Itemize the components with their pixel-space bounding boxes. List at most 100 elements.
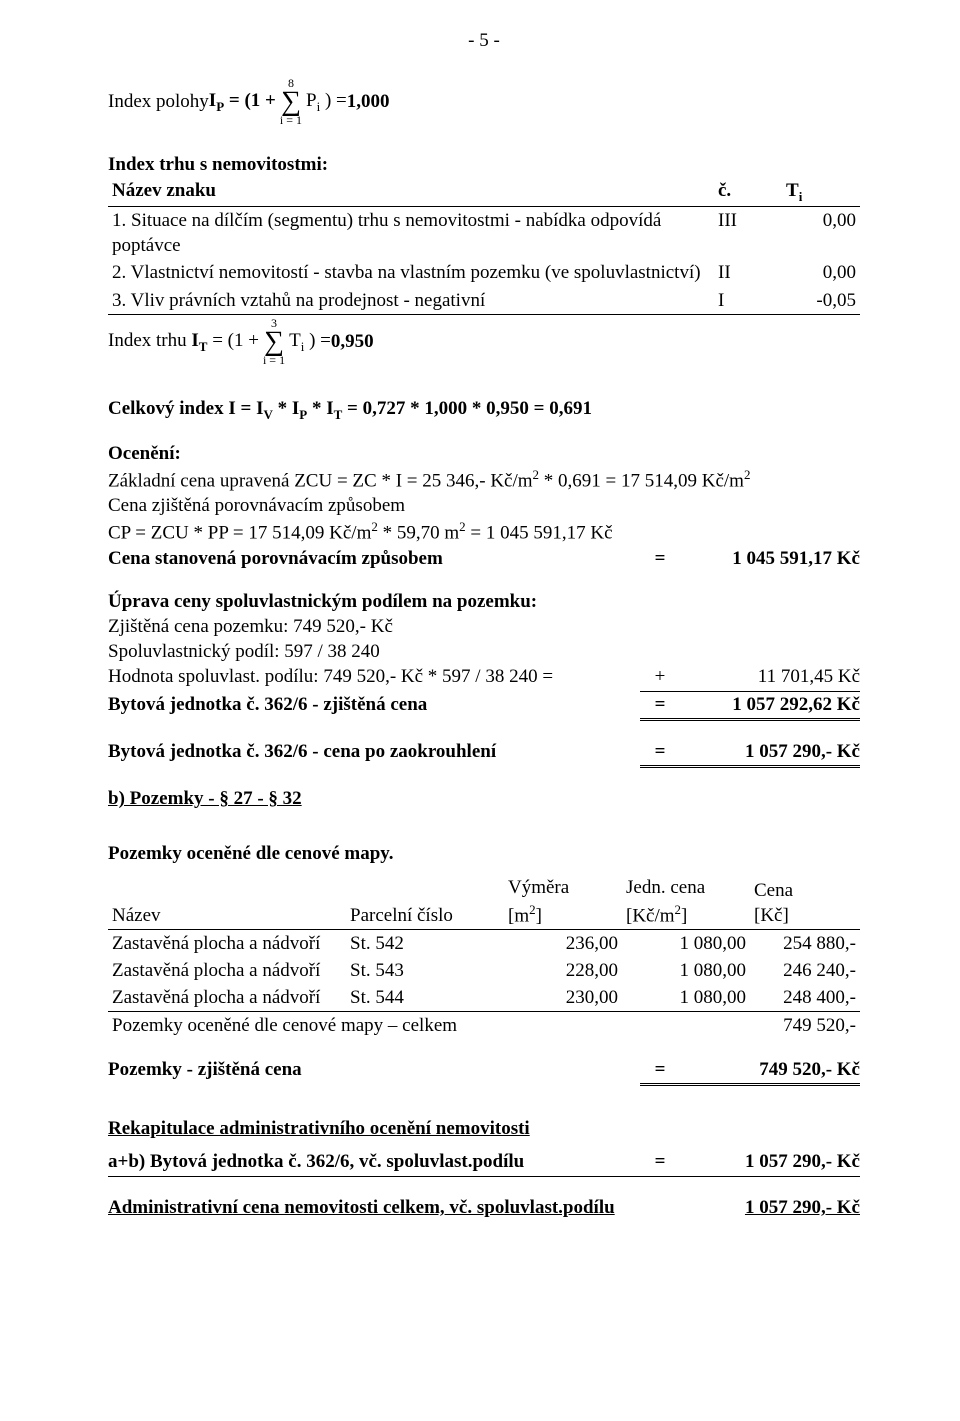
bytova-zjistena-value: 1 057 292,62 Kč bbox=[680, 692, 860, 721]
index-trhu-formula: Index trhu IT = (1 + 3 ∑ i = 1 Ti ) = 0,… bbox=[108, 317, 860, 366]
oceneni-title: Ocenění: bbox=[108, 441, 860, 466]
rekap-title: Rekapitulace administrativního ocenění n… bbox=[108, 1116, 860, 1141]
it-sum: 3 ∑ i = 1 bbox=[263, 317, 285, 366]
pozemky-cell-vym: 236,00 bbox=[504, 929, 622, 957]
bytova-zaokr-line: Bytová jednotka č. 362/6 - cena po zaokr… bbox=[108, 739, 860, 768]
pozemky-cell-jedn: 1 080,00 bbox=[622, 957, 750, 984]
trhu-header-row: Název znaku č. Ti bbox=[108, 177, 860, 206]
pozemky-h-jedn: Jedn. cena[Kč/m2] bbox=[622, 874, 750, 929]
pozemky-total-value: 749 520,- bbox=[750, 1012, 860, 1040]
pozemky-row: Zastavěná plocha a nádvoříSt. 543228,001… bbox=[108, 957, 860, 984]
bytova-zaokr-eq: = bbox=[640, 739, 680, 768]
pozemky-zjistena-eq: = bbox=[640, 1057, 680, 1086]
pozemky-cell-jedn: 1 080,00 bbox=[622, 984, 750, 1012]
pozemky-h-name: Název bbox=[108, 874, 346, 929]
trhu-cell-t: -0,05 bbox=[782, 287, 860, 315]
section-b-title: b) Pozemky - § 27 - § 32 bbox=[108, 786, 860, 811]
pozemky-h-cena: Cena[Kč] bbox=[750, 874, 860, 929]
hodnota-label: Hodnota spoluvlast. podílu: 749 520,- Kč… bbox=[108, 664, 640, 692]
pozemky-table: Název Parcelní číslo Výměra[m2] Jedn. ce… bbox=[108, 874, 860, 1039]
rekap-ab-line: a+b) Bytová jednotka č. 362/6, vč. spolu… bbox=[108, 1149, 860, 1177]
ip-after-sum: Pi ) = bbox=[306, 88, 347, 115]
trhu-row: 3. Vliv právních vztahů na prodejnost - … bbox=[108, 287, 860, 315]
uprava-title: Úprava ceny spoluvlastnickým podílem na … bbox=[108, 589, 860, 614]
trhu-h-t: Ti bbox=[782, 177, 860, 206]
pozemky-cell-vym: 228,00 bbox=[504, 957, 622, 984]
pozemky-header: Název Parcelní číslo Výměra[m2] Jedn. ce… bbox=[108, 874, 860, 929]
oceneni-line: CP = ZCU * PP = 17 514,09 Kč/m2 * 59,70 … bbox=[108, 518, 860, 545]
trhu-row: 1. Situace na dílčím (segmentu) trhu s n… bbox=[108, 207, 860, 260]
page-number: - 5 - bbox=[108, 28, 860, 53]
pozemky-total-row: Pozemky oceněné dle cenové mapy – celkem… bbox=[108, 1012, 860, 1040]
trhu-cell-t: 0,00 bbox=[782, 207, 860, 260]
pozemky-h-parc: Parcelní číslo bbox=[346, 874, 504, 929]
trhu-cell-name: 3. Vliv právních vztahů na prodejnost - … bbox=[108, 287, 714, 315]
trhu-table: Název znaku č. Ti 1. Situace na dílčím (… bbox=[108, 177, 860, 314]
rekap-ab-label: a+b) Bytová jednotka č. 362/6, vč. spolu… bbox=[108, 1149, 640, 1177]
admin-cena-line: Administrativní cena nemovitosti celkem,… bbox=[108, 1195, 860, 1220]
pozemky-zjistena-value: 749 520,- Kč bbox=[680, 1057, 860, 1086]
cena-stanovena-label: Cena stanovená porovnávacím způsobem bbox=[108, 546, 640, 571]
pozemky-h-vym: Výměra[m2] bbox=[504, 874, 622, 929]
pozemky-zjistena-line: Pozemky - zjištěná cena = 749 520,- Kč bbox=[108, 1057, 860, 1086]
ip-prefix: Index polohy bbox=[108, 89, 209, 114]
ip-symbol: IP = (1 + bbox=[209, 88, 276, 115]
bytova-zaokr-value: 1 057 290,- Kč bbox=[680, 739, 860, 768]
pozemky-cell-parc: St. 542 bbox=[346, 929, 504, 957]
cena-stanovena-line: Cena stanovená porovnávacím způsobem = 1… bbox=[108, 546, 860, 571]
bytova-zjistena-label: Bytová jednotka č. 362/6 - zjištěná cena bbox=[108, 692, 640, 721]
admin-cena-label: Administrativní cena nemovitosti celkem,… bbox=[108, 1195, 640, 1220]
cena-stanovena-value: 1 045 591,17 Kč bbox=[680, 546, 860, 571]
index-polohy-formula: Index polohy IP = (1 + 8 ∑ i = 1 Pi ) = … bbox=[108, 77, 860, 126]
hodnota-line: Hodnota spoluvlast. podílu: 749 520,- Kč… bbox=[108, 664, 860, 692]
uprava-line: Zjištěná cena pozemku: 749 520,- Kč bbox=[108, 614, 860, 639]
bytova-zjistena-line: Bytová jednotka č. 362/6 - zjištěná cena… bbox=[108, 692, 860, 721]
trhu-row: 2. Vlastnictví nemovitostí - stavba na v… bbox=[108, 259, 860, 286]
pozemky-total-label: Pozemky oceněné dle cenové mapy – celkem bbox=[108, 1012, 750, 1040]
it-prefix: Index trhu IT = (1 + bbox=[108, 328, 259, 355]
pozemky-cell-vym: 230,00 bbox=[504, 984, 622, 1012]
pozemky-zjistena-label: Pozemky - zjištěná cena bbox=[108, 1057, 640, 1086]
pozemky-cell-cena: 254 880,- bbox=[750, 929, 860, 957]
pozemky-row: Zastavěná plocha a nádvoříSt. 544230,001… bbox=[108, 984, 860, 1012]
sigma-icon: ∑ bbox=[264, 329, 284, 354]
uprava-line: Spoluvlastnický podíl: 597 / 38 240 bbox=[108, 639, 860, 664]
pozemky-cell-parc: St. 543 bbox=[346, 957, 504, 984]
oceneni-line: Základní cena upravená ZCU = ZC * I = 25… bbox=[108, 466, 860, 493]
sigma-icon: ∑ bbox=[281, 89, 301, 114]
admin-cena-value: 1 057 290,- Kč bbox=[680, 1195, 860, 1220]
pozemky-cell-parc: St. 544 bbox=[346, 984, 504, 1012]
pozemky-cell-cena: 246 240,- bbox=[750, 957, 860, 984]
ip-sum-bottom: i = 1 bbox=[280, 114, 302, 126]
trhu-cell-c: I bbox=[714, 287, 782, 315]
trhu-section-title: Index trhu s nemovitostmi: bbox=[108, 152, 860, 177]
pozemky-cell-name: Zastavěná plocha a nádvoří bbox=[108, 929, 346, 957]
pozemky-cell-cena: 248 400,- bbox=[750, 984, 860, 1012]
pozemky-cell-name: Zastavěná plocha a nádvoří bbox=[108, 984, 346, 1012]
cena-stanovena-eq: = bbox=[640, 546, 680, 571]
hodnota-value: 11 701,45 Kč bbox=[680, 664, 860, 692]
celkovy-index: Celkový index I = IV * IP * IT = 0,727 *… bbox=[108, 396, 860, 423]
ip-result: 1,000 bbox=[347, 89, 390, 114]
trhu-h-c: č. bbox=[714, 177, 782, 206]
rekap-ab-eq: = bbox=[640, 1149, 680, 1177]
trhu-cell-name: 1. Situace na dílčím (segmentu) trhu s n… bbox=[108, 207, 714, 260]
oceneni-line: Cena zjištěná porovnávacím způsobem bbox=[108, 493, 860, 518]
bytova-zjistena-eq: = bbox=[640, 692, 680, 721]
ip-sum: 8 ∑ i = 1 bbox=[280, 77, 302, 126]
trhu-cell-name: 2. Vlastnictví nemovitostí - stavba na v… bbox=[108, 259, 714, 286]
hodnota-eq: + bbox=[640, 664, 680, 692]
pozemky-cell-name: Zastavěná plocha a nádvoří bbox=[108, 957, 346, 984]
it-sum-bottom: i = 1 bbox=[263, 354, 285, 366]
pozemky-row: Zastavěná plocha a nádvoříSt. 542236,001… bbox=[108, 929, 860, 957]
it-after-sum: Ti ) = bbox=[289, 328, 331, 355]
trhu-h-name: Název znaku bbox=[108, 177, 714, 206]
bytova-zaokr-label: Bytová jednotka č. 362/6 - cena po zaokr… bbox=[108, 739, 640, 768]
pozemky-map-title: Pozemky oceněné dle cenové mapy. bbox=[108, 841, 860, 866]
it-result: 0,950 bbox=[331, 329, 374, 354]
trhu-cell-t: 0,00 bbox=[782, 259, 860, 286]
trhu-cell-c: II bbox=[714, 259, 782, 286]
pozemky-cell-jedn: 1 080,00 bbox=[622, 929, 750, 957]
trhu-cell-c: III bbox=[714, 207, 782, 260]
rekap-ab-value: 1 057 290,- Kč bbox=[680, 1149, 860, 1177]
